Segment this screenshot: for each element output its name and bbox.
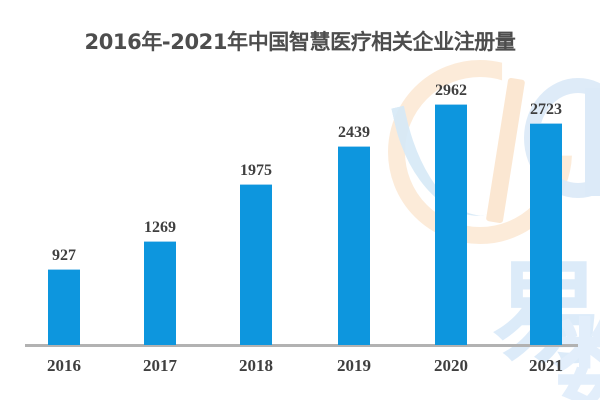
x-tick-label-2017: 2017 — [143, 356, 177, 375]
bar-2020 — [435, 104, 467, 345]
bar-value-label-2019: 2439 — [338, 124, 370, 141]
x-tick-label-2016: 2016 — [47, 356, 81, 375]
x-tick-label-2021: 2021 — [529, 356, 563, 375]
x-tick-label-2020: 2020 — [434, 356, 468, 375]
x-tick-label-2019: 2019 — [337, 356, 371, 375]
x-tick-label-2018: 2018 — [239, 356, 273, 375]
bar-2017 — [144, 241, 176, 345]
x-axis-line — [25, 344, 578, 347]
bar-value-label-2018: 1975 — [240, 162, 272, 179]
bar-2019 — [338, 146, 370, 345]
bar-value-label-2017: 1269 — [144, 219, 176, 236]
bar-2016 — [48, 269, 80, 345]
bar-value-label-2016: 927 — [52, 247, 76, 264]
chart-title: 2016年-2021年中国智慧医疗相关企业注册量 — [84, 30, 516, 54]
bar-2021 — [530, 123, 562, 345]
bar-2018 — [240, 184, 272, 345]
bar-value-label-2020: 2962 — [435, 82, 467, 99]
bar-value-label-2021: 2723 — [530, 101, 562, 118]
